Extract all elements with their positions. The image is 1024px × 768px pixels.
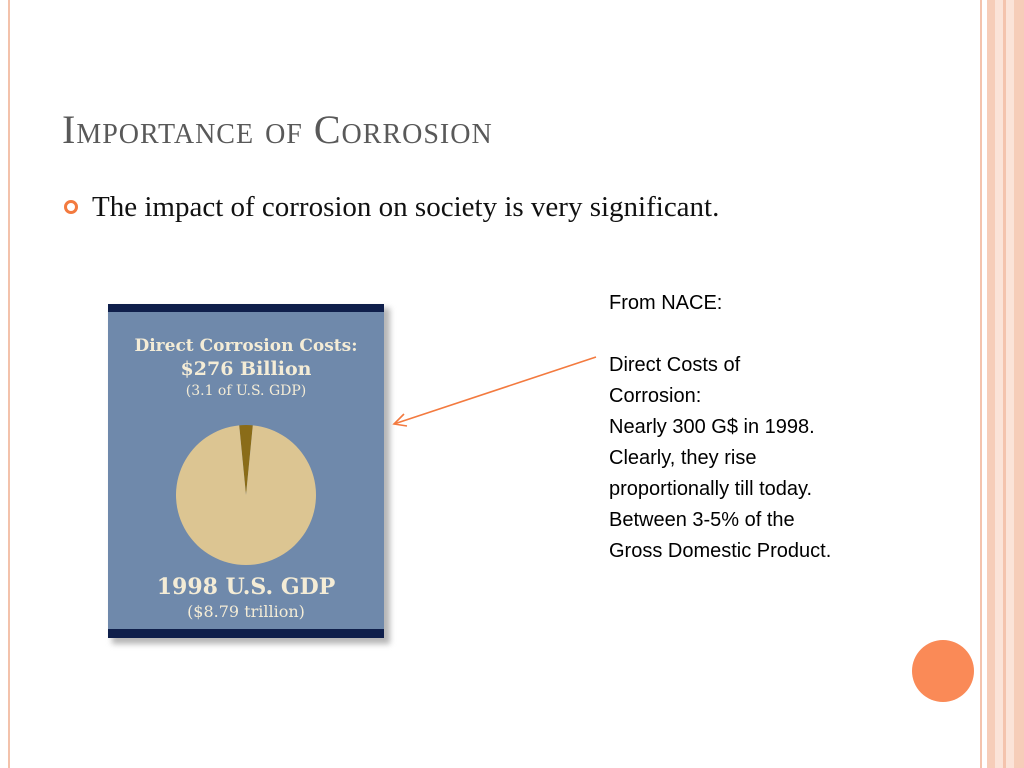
slide-right-decorative-band (978, 0, 1024, 768)
pie-slice-corrosion-cost (239, 425, 253, 495)
arrow-head-icon (392, 413, 408, 427)
note-line: From NACE: (609, 292, 723, 314)
note-line: proportionally till today. (609, 478, 813, 500)
decorative-orange-circle (912, 640, 974, 702)
chart-subtitle-percent: (3.1 of U.S. GDP) (185, 383, 307, 399)
note-line: Gross Domestic Product. (609, 540, 832, 562)
bullet-text: The impact of corrosion on society is ve… (92, 191, 720, 223)
note-line: Direct Costs of (609, 354, 741, 376)
arrow-line (393, 356, 597, 425)
note-spacer (609, 319, 929, 350)
chart-footer-trillion: ($8.79 trillion) (187, 602, 305, 621)
note-line: Clearly, they rise (609, 447, 757, 469)
pie-slice-rest-of-gdp (176, 425, 317, 565)
pie-chart (176, 425, 317, 565)
slide-left-border (8, 0, 10, 768)
chart-footer-gdp: 1998 U.S. GDP (156, 574, 336, 600)
note-line: Between 3-5% of the (609, 509, 795, 531)
slide-title: Importance of Corrosion (62, 107, 493, 152)
corrosion-cost-infographic: Direct Corrosion Costs: $276 Billion (3.… (108, 304, 384, 638)
chart-subtitle-amount: $276 Billion (180, 358, 312, 380)
note-line: Nearly 300 G$ in 1998. (609, 416, 815, 438)
bullet-circle-icon (64, 200, 78, 214)
note-line: Corrosion: (609, 385, 702, 407)
chart-title: Direct Corrosion Costs: (134, 336, 358, 356)
nace-note: From NACE: Direct Costs of Corrosion: Near… (609, 288, 929, 567)
